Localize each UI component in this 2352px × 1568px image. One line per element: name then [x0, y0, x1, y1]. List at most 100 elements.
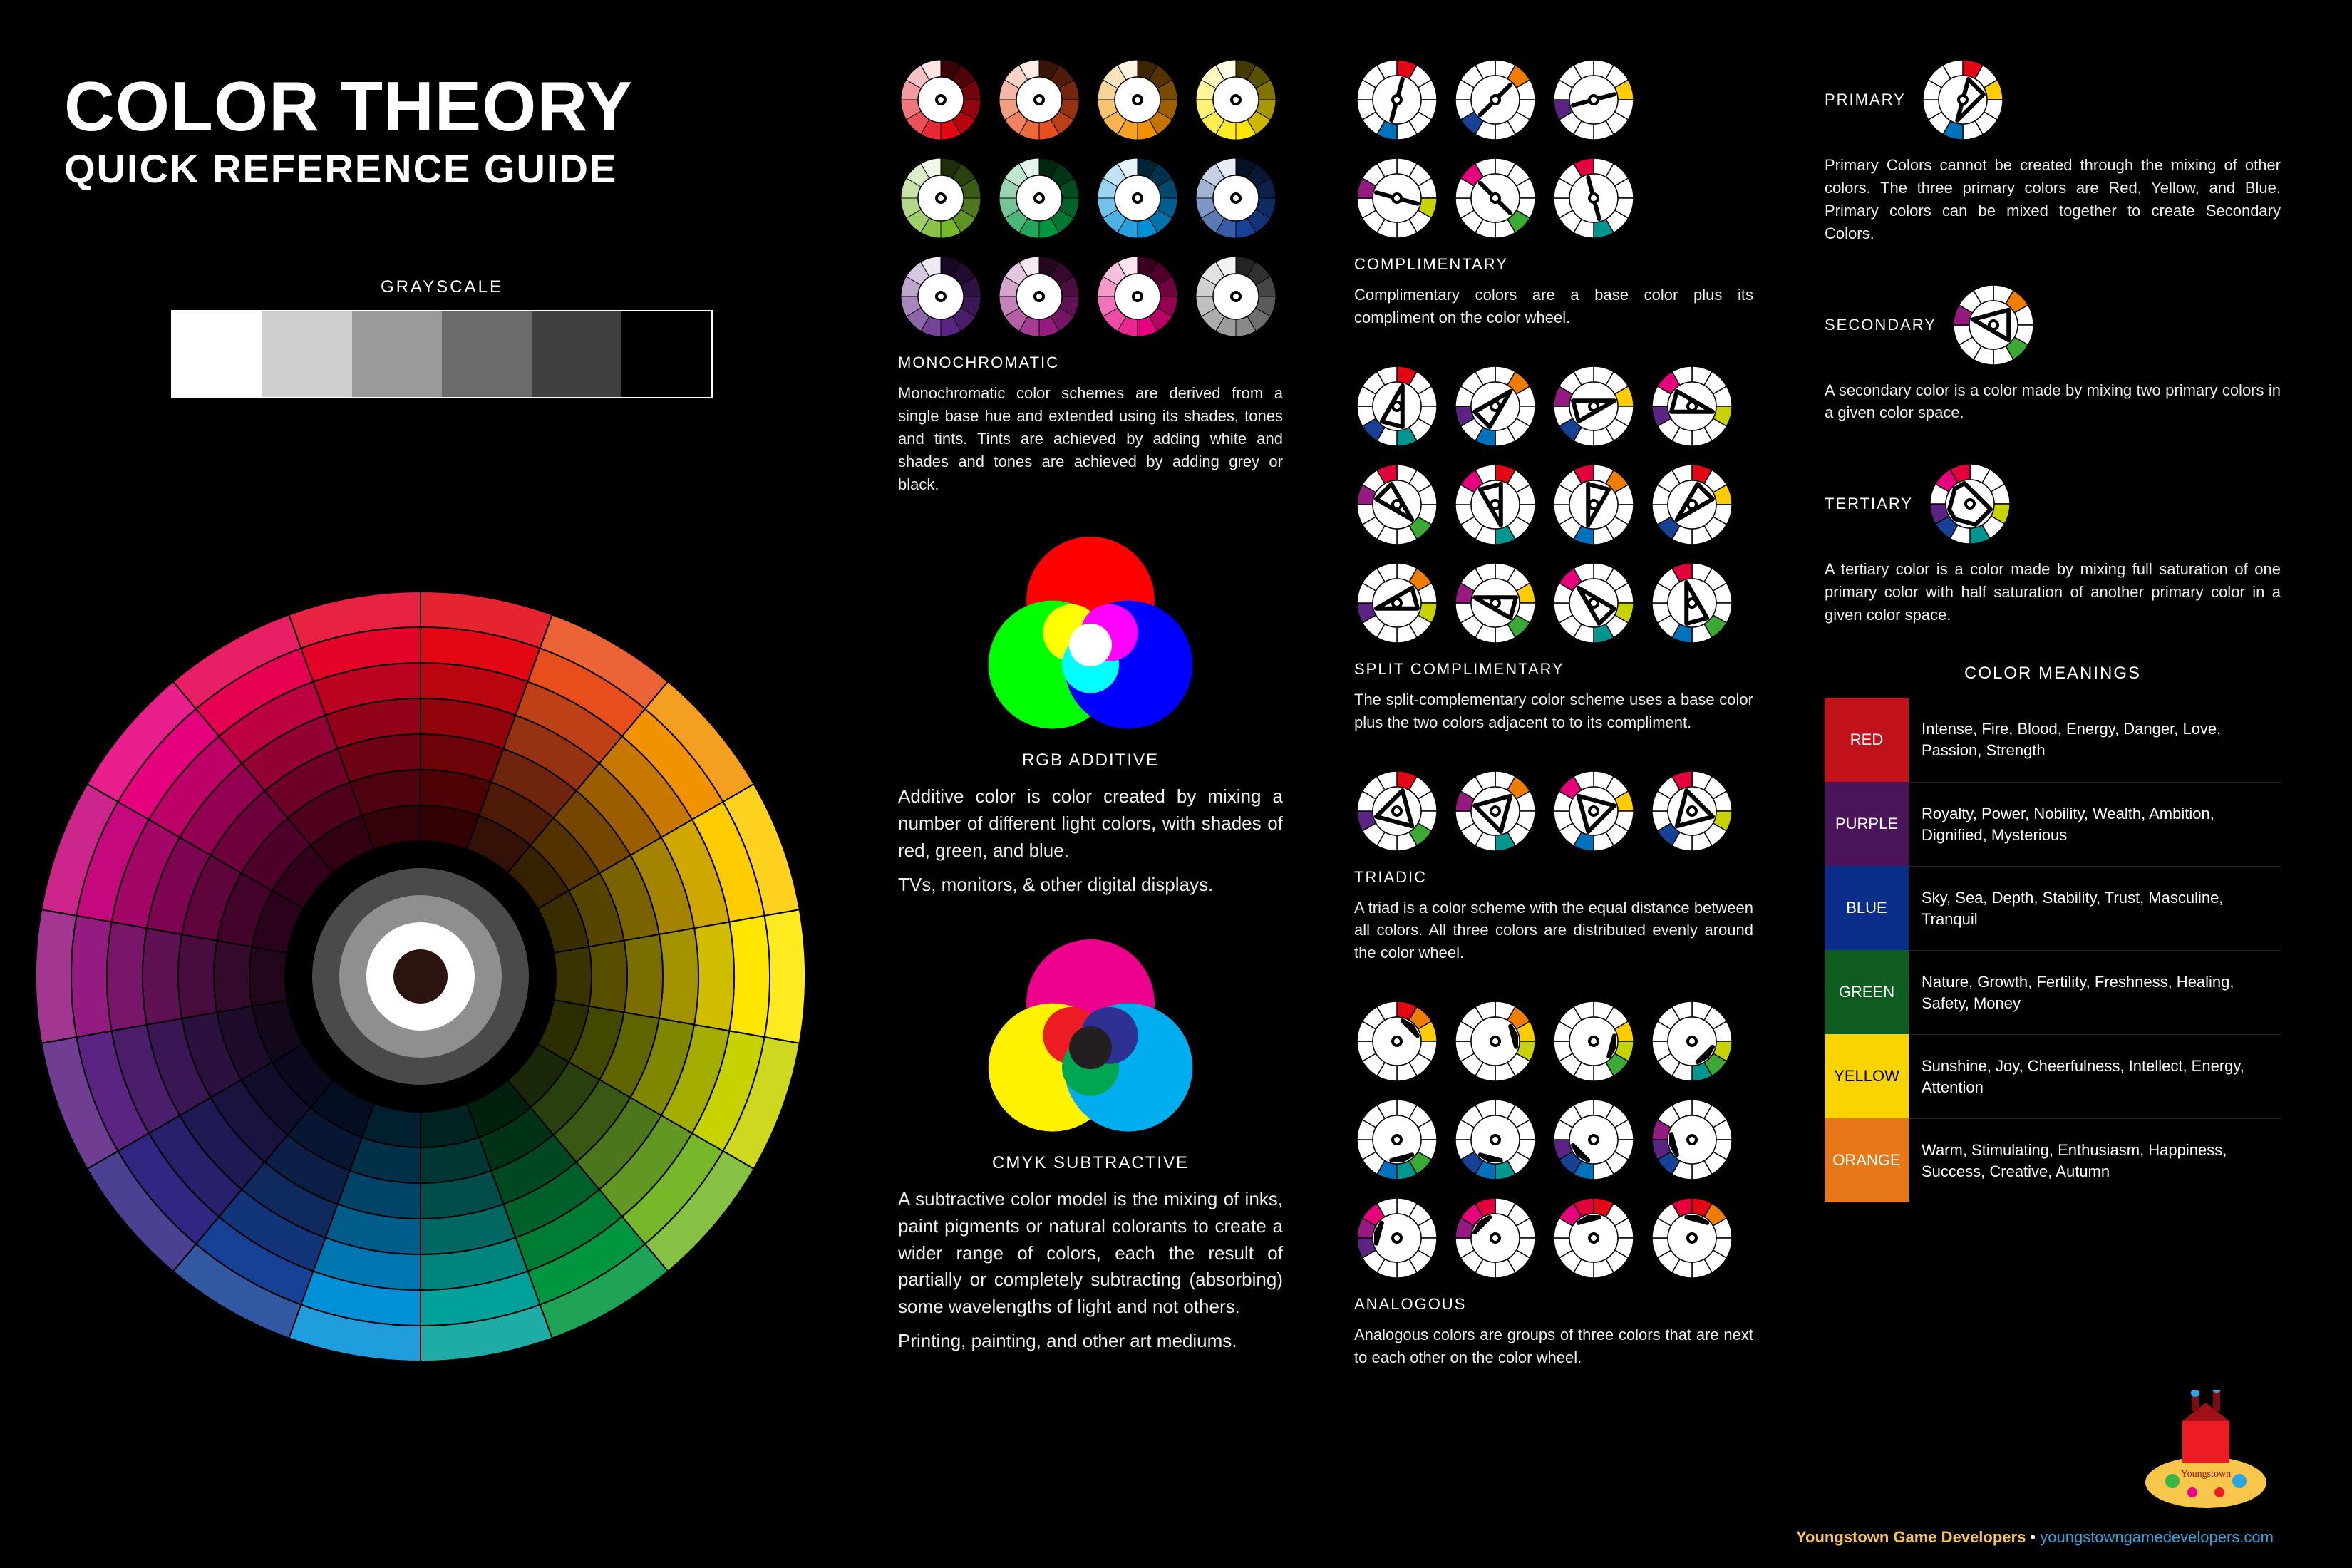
footer-link[interactable]: youngstowngamedevelopers.com — [2040, 1528, 2274, 1546]
mini-color-wheel — [1649, 462, 1735, 547]
triadic-body: A triad is a color scheme with the equal… — [1354, 897, 1753, 965]
primary-wheel-icon — [1920, 57, 2006, 143]
mini-color-wheel — [1649, 560, 1735, 646]
meaning-swatch: GREEN — [1825, 950, 1909, 1034]
mini-color-wheel — [1551, 57, 1636, 143]
analogous-grid — [1354, 999, 1753, 1281]
mono-mini-wheel — [1193, 155, 1279, 241]
mini-color-wheel — [1354, 1195, 1440, 1281]
mini-color-wheel — [1453, 560, 1538, 646]
secondary-body: A secondary color is a color made by mix… — [1825, 379, 2281, 425]
rgb-body-1: Additive color is color created by mixin… — [898, 783, 1283, 864]
mini-color-wheel — [1354, 999, 1440, 1084]
meaning-row: YELLOWSunshine, Joy, Cheerfulness, Intel… — [1825, 1034, 2281, 1118]
mono-mini-wheel — [898, 57, 984, 143]
mini-color-wheel — [1551, 1195, 1636, 1281]
analogous-body: Analogous colors are groups of three col… — [1354, 1324, 1753, 1369]
split-complimentary-body: The split-complementary color scheme use… — [1354, 688, 1753, 734]
mini-color-wheel — [1453, 768, 1538, 854]
mini-color-wheel — [1453, 57, 1538, 143]
mono-mini-wheel — [1193, 254, 1279, 339]
triadic-section: TRIADIC A triad is a color scheme with t… — [1354, 768, 1753, 965]
meaning-row: PURPLERoyalty, Power, Nobility, Wealth, … — [1825, 782, 2281, 866]
meaning-swatch: YELLOW — [1825, 1034, 1909, 1118]
rgb-venn — [969, 527, 1212, 741]
grayscale-swatch — [172, 311, 262, 397]
mini-color-wheel — [1354, 560, 1440, 646]
grayscale-swatch — [532, 311, 621, 397]
grayscale-strip — [171, 310, 713, 398]
footer-sep: • — [2026, 1528, 2040, 1546]
mini-color-wheel — [1453, 1097, 1538, 1182]
meaning-swatch: BLUE — [1825, 866, 1909, 950]
color-wheel — [29, 584, 813, 1368]
rgb-body-2: TVs, monitors, & other digital displays. — [898, 872, 1283, 899]
mono-mini-wheel — [996, 57, 1082, 143]
mini-color-wheel — [1354, 1097, 1440, 1182]
mini-color-wheel — [1453, 462, 1538, 547]
mini-color-wheel — [1354, 155, 1440, 241]
tertiary-wheel-icon — [1927, 461, 2013, 547]
meaning-row: REDIntense, Fire, Blood, Energy, Danger,… — [1825, 698, 2281, 782]
secondary-label: SECONDARY — [1825, 316, 1936, 334]
mini-color-wheel — [1354, 363, 1440, 449]
footer: Youngstown Game Developers • youngstowng… — [1796, 1528, 2274, 1547]
grayscale-swatch — [262, 311, 352, 397]
mini-color-wheel — [1354, 57, 1440, 143]
grayscale-swatch — [442, 311, 532, 397]
complimentary-body: Complimentary colors are a base color pl… — [1354, 284, 1753, 329]
analogous-section: ANALOGOUS Analogous colors are groups of… — [1354, 999, 1753, 1369]
mini-color-wheel — [1649, 363, 1735, 449]
meaning-swatch: RED — [1825, 698, 1909, 782]
grayscale-label: GRAYSCALE — [64, 277, 820, 297]
meaning-row: BLUESky, Sea, Depth, Stability, Trust, M… — [1825, 866, 2281, 950]
color-meanings-table: REDIntense, Fire, Blood, Energy, Danger,… — [1825, 698, 2281, 1202]
triadic-title: TRIADIC — [1354, 868, 1753, 887]
meaning-desc: Nature, Growth, Fertility, Freshness, He… — [1909, 950, 2281, 1034]
primary-label: PRIMARY — [1825, 91, 1906, 109]
meaning-row: GREENNature, Growth, Fertility, Freshnes… — [1825, 950, 2281, 1034]
page-subtitle: QUICK REFERENCE GUIDE — [64, 145, 820, 192]
tertiary-body: A tertiary color is a color made by mixi… — [1825, 558, 2281, 626]
mini-color-wheel — [1649, 999, 1735, 1084]
page-title: COLOR THEORY — [64, 71, 820, 141]
meaning-desc: Royalty, Power, Nobility, Wealth, Ambiti… — [1909, 782, 2281, 866]
meaning-swatch: PURPLE — [1825, 782, 1909, 866]
tertiary-section: TERTIARY A tertiary color is a color mad… — [1825, 461, 2281, 626]
brand-logo-icon: Youngstown — [2138, 1390, 2274, 1511]
tertiary-label: TERTIARY — [1825, 495, 1913, 513]
meaning-desc: Sky, Sea, Depth, Stability, Trust, Mascu… — [1909, 866, 2281, 950]
mono-mini-wheel — [996, 155, 1082, 241]
mini-color-wheel — [1649, 1195, 1735, 1281]
split-complimentary-section: SPLIT COMPLIMENTARY The split-complement… — [1354, 363, 1753, 734]
mono-mini-wheel — [1095, 155, 1180, 241]
complimentary-section: COMPLIMENTARY Complimentary colors are a… — [1354, 57, 1753, 329]
primary-body: Primary Colors cannot be created through… — [1825, 154, 2281, 245]
complimentary-title: COMPLIMENTARY — [1354, 255, 1753, 274]
mini-color-wheel — [1453, 1195, 1538, 1281]
mini-color-wheel — [1551, 768, 1636, 854]
triadic-grid — [1354, 768, 1753, 854]
grayscale-swatch — [621, 311, 711, 397]
grayscale-section: GRAYSCALE — [64, 277, 820, 398]
mini-color-wheel — [1453, 363, 1538, 449]
monochromatic-grid — [898, 57, 1283, 339]
mono-mini-wheel — [1193, 57, 1279, 143]
meaning-row: ORANGEWarm, Stimulating, Enthusiasm, Hap… — [1825, 1118, 2281, 1202]
mini-color-wheel — [1551, 560, 1636, 646]
color-meanings-title: COLOR MEANINGS — [1825, 664, 2281, 684]
grayscale-swatch — [352, 311, 442, 397]
primary-section: PRIMARY Primary Colors cannot be created… — [1825, 57, 2281, 245]
monochromatic-body: Monochromatic color schemes are derived … — [898, 382, 1283, 495]
mono-mini-wheel — [1095, 57, 1180, 143]
secondary-wheel-icon — [1951, 282, 2036, 368]
mini-color-wheel — [1453, 155, 1538, 241]
svg-text:Youngstown: Youngstown — [2181, 1469, 2231, 1480]
cmyk-body-2: Printing, painting, and other art medium… — [898, 1328, 1283, 1355]
mini-color-wheel — [1551, 363, 1636, 449]
meaning-swatch: ORANGE — [1825, 1118, 1909, 1202]
mini-color-wheel — [1354, 462, 1440, 547]
mini-color-wheel — [1354, 768, 1440, 854]
meaning-desc: Intense, Fire, Blood, Energy, Danger, Lo… — [1909, 698, 2281, 782]
complimentary-grid — [1354, 57, 1753, 241]
